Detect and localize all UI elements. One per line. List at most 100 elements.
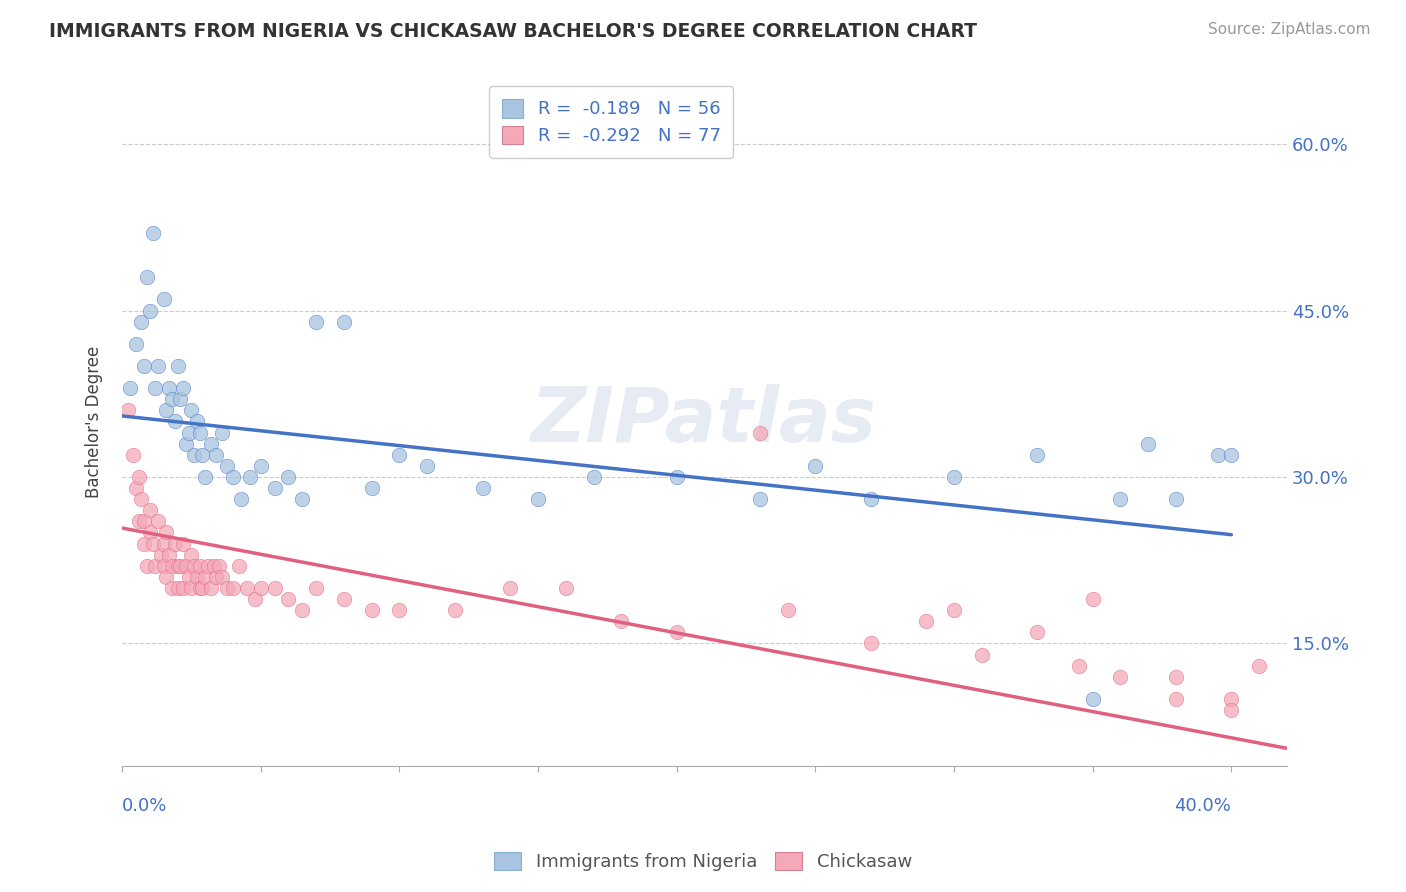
Point — [146, 359, 169, 373]
Point — [1164, 492, 1187, 507]
Point — [243, 592, 266, 607]
Point — [1220, 448, 1243, 462]
Point — [172, 581, 194, 595]
Point — [1081, 592, 1104, 607]
Point — [142, 536, 165, 550]
Point — [228, 558, 250, 573]
Point — [1164, 670, 1187, 684]
Point — [211, 425, 233, 440]
Point — [970, 648, 993, 662]
Point — [188, 558, 211, 573]
Point — [177, 570, 200, 584]
Point — [177, 425, 200, 440]
Point — [183, 448, 205, 462]
Point — [333, 592, 356, 607]
Point — [333, 315, 356, 329]
Point — [236, 581, 259, 595]
Point — [527, 492, 550, 507]
Point — [131, 315, 153, 329]
Point — [183, 558, 205, 573]
Point — [186, 415, 208, 429]
Point — [360, 603, 382, 617]
Point — [191, 448, 214, 462]
Point — [665, 470, 688, 484]
Point — [1137, 436, 1160, 450]
Point — [1206, 448, 1229, 462]
Point — [155, 403, 177, 417]
Point — [1067, 658, 1090, 673]
Point — [169, 392, 191, 407]
Point — [142, 226, 165, 240]
Point — [172, 536, 194, 550]
Point — [915, 614, 938, 628]
Point — [202, 558, 225, 573]
Point — [1109, 670, 1132, 684]
Point — [291, 603, 314, 617]
Point — [859, 636, 882, 650]
Point — [143, 381, 166, 395]
Point — [416, 458, 439, 473]
Point — [444, 603, 467, 617]
Point — [305, 581, 328, 595]
Point — [665, 625, 688, 640]
Point — [582, 470, 605, 484]
Point — [136, 558, 159, 573]
Point — [120, 381, 142, 395]
Point — [211, 570, 233, 584]
Point — [222, 581, 245, 595]
Text: Source: ZipAtlas.com: Source: ZipAtlas.com — [1208, 22, 1371, 37]
Point — [134, 515, 156, 529]
Point — [139, 525, 162, 540]
Point — [128, 470, 150, 484]
Point — [128, 515, 150, 529]
Point — [748, 425, 770, 440]
Point — [169, 558, 191, 573]
Point — [155, 525, 177, 540]
Point — [610, 614, 633, 628]
Point — [152, 536, 174, 550]
Point — [1164, 692, 1187, 706]
Point — [157, 548, 180, 562]
Point — [149, 548, 172, 562]
Point — [117, 403, 139, 417]
Point — [217, 458, 239, 473]
Text: ZIPatlas: ZIPatlas — [531, 384, 877, 458]
Text: 0.0%: 0.0% — [122, 797, 167, 814]
Point — [166, 581, 188, 595]
Point — [249, 581, 271, 595]
Point — [239, 470, 262, 484]
Point — [249, 458, 271, 473]
Point — [943, 470, 966, 484]
Point — [205, 448, 228, 462]
Point — [152, 558, 174, 573]
Text: 40.0%: 40.0% — [1174, 797, 1232, 814]
Point — [263, 581, 285, 595]
Point — [166, 359, 188, 373]
Point — [131, 492, 153, 507]
Point — [231, 492, 253, 507]
Point — [776, 603, 799, 617]
Point — [160, 392, 183, 407]
Point — [1220, 703, 1243, 717]
Point — [155, 570, 177, 584]
Point — [554, 581, 576, 595]
Point — [194, 570, 217, 584]
Point — [277, 592, 299, 607]
Point — [499, 581, 522, 595]
Point — [859, 492, 882, 507]
Point — [748, 492, 770, 507]
Point — [1081, 692, 1104, 706]
Point — [197, 558, 219, 573]
Point — [174, 436, 197, 450]
Point — [186, 570, 208, 584]
Point — [125, 481, 148, 495]
Legend: Immigrants from Nigeria, Chickasaw: Immigrants from Nigeria, Chickasaw — [486, 845, 920, 879]
Point — [166, 558, 188, 573]
Point — [146, 515, 169, 529]
Point — [388, 603, 411, 617]
Point — [152, 293, 174, 307]
Point — [200, 581, 222, 595]
Point — [180, 581, 202, 595]
Point — [143, 558, 166, 573]
Point — [139, 503, 162, 517]
